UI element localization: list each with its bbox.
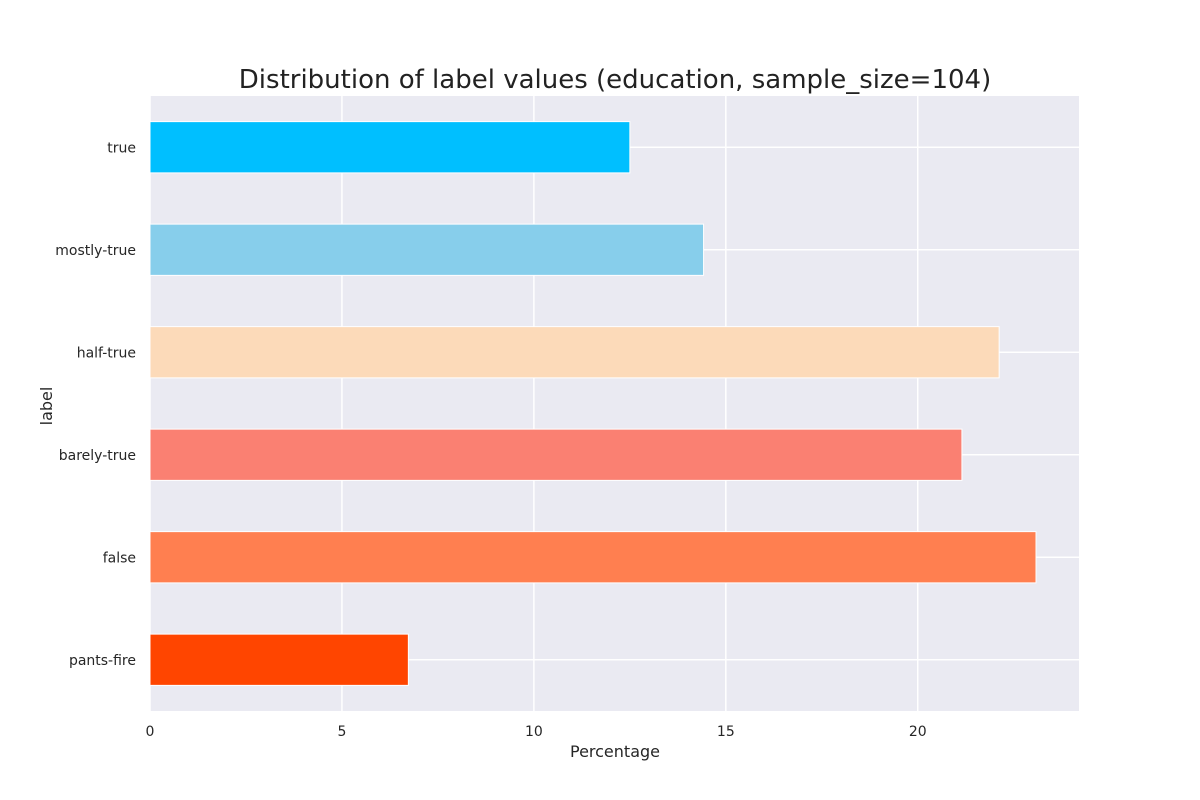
y-tick-label: mostly-true — [55, 243, 136, 259]
x-tick-label: 0 — [146, 724, 155, 740]
y-axis-label: label — [37, 387, 56, 426]
x-axis-label: Percentage — [570, 742, 660, 761]
y-tick-label: false — [103, 550, 136, 566]
plot-area — [150, 96, 1079, 711]
x-tick-label: 10 — [525, 724, 543, 740]
bar-barely-true — [149, 428, 963, 481]
bar-pants-fire — [149, 633, 409, 686]
bars — [149, 121, 1037, 686]
y-tick-label: pants-fire — [69, 653, 136, 669]
bar-false — [149, 531, 1037, 584]
y-tick-label: true — [107, 140, 136, 156]
bar-half-true — [149, 326, 1000, 379]
x-tick-labels: 0 5 10 15 20 — [146, 724, 927, 740]
bar-true — [149, 121, 631, 174]
y-tick-labels: pants-fire false barely-true half-true mostl… — [55, 140, 136, 669]
bar-mostly-true — [149, 223, 705, 276]
x-tick-label: 20 — [909, 724, 927, 740]
y-tick-label: half-true — [77, 345, 136, 361]
x-tick-label: 5 — [337, 724, 346, 740]
x-tick-label: 15 — [717, 724, 735, 740]
chart-title: Distribution of label values (education,… — [239, 65, 991, 95]
y-tick-label: barely-true — [59, 448, 136, 464]
